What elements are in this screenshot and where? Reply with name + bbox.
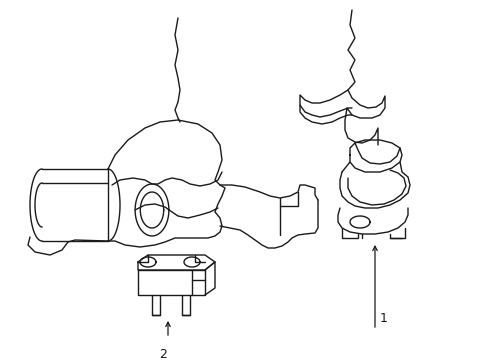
Text: 2: 2 [159, 348, 166, 360]
Text: 1: 1 [379, 311, 387, 324]
